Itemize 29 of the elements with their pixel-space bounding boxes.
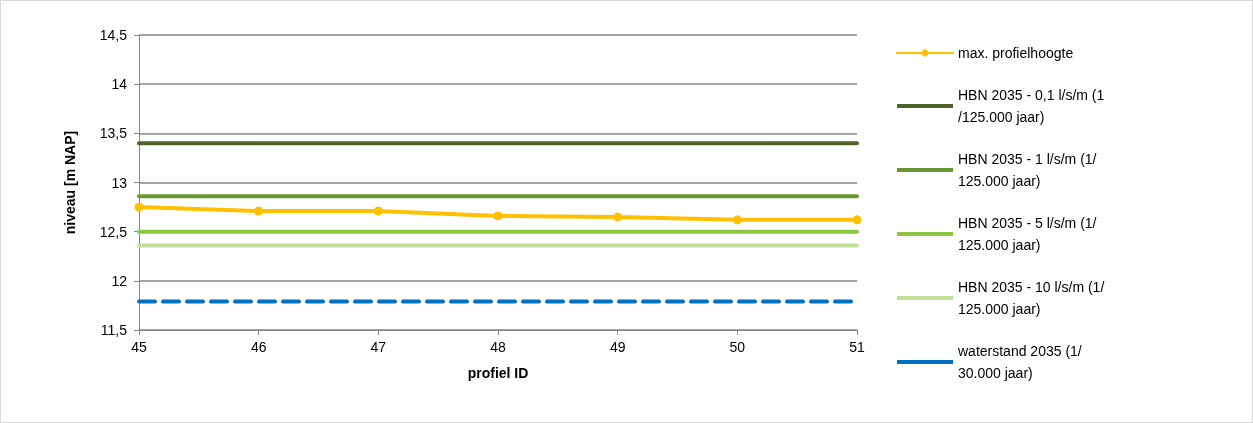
- y-tick-label: 12,5: [99, 223, 128, 240]
- x-tick-label: 46: [250, 339, 267, 355]
- x-tick-label: 47: [370, 339, 387, 355]
- y-tick-label: 14,5: [99, 27, 128, 43]
- legend-label: HBN 2035 - 0,1 l/s/m (1/125.000 jaar): [958, 87, 1105, 125]
- point: [493, 211, 503, 221]
- y-tick-label: 13,5: [99, 125, 128, 142]
- point: [852, 215, 862, 225]
- y-tick-label: 13: [111, 174, 128, 191]
- point: [613, 212, 623, 222]
- y-tick-label: 12: [111, 272, 128, 289]
- x-tick-label: 49: [609, 339, 626, 355]
- y-tick-label: 14: [111, 76, 128, 93]
- y-tick-label: 11,5: [100, 322, 128, 338]
- x-tick-label: 50: [729, 339, 746, 355]
- x-tick-label: 45: [131, 339, 147, 355]
- point: [254, 206, 264, 216]
- point: [134, 202, 144, 212]
- x-tick-label: 48: [490, 339, 506, 355]
- point: [373, 206, 383, 216]
- legend-label: waterstand 2035 (1/30.000 jaar): [957, 343, 1082, 381]
- point: [732, 215, 742, 225]
- legend-label: max. profielhoogte: [958, 45, 1074, 61]
- y-axis-title: niveau [m NAP]: [62, 130, 78, 235]
- legend-label: HBN 2035 - 10 l/s/m (1/125.000 jaar): [958, 279, 1105, 317]
- x-tick-label: 51: [849, 339, 865, 355]
- x-axis-title: profiel ID: [467, 365, 529, 381]
- legend-label: HBN 2035 - 1 l/s/m (1/125.000 jaar): [958, 151, 1097, 189]
- legend-label: HBN 2035 - 5 l/s/m (1/125.000 jaar): [958, 215, 1097, 253]
